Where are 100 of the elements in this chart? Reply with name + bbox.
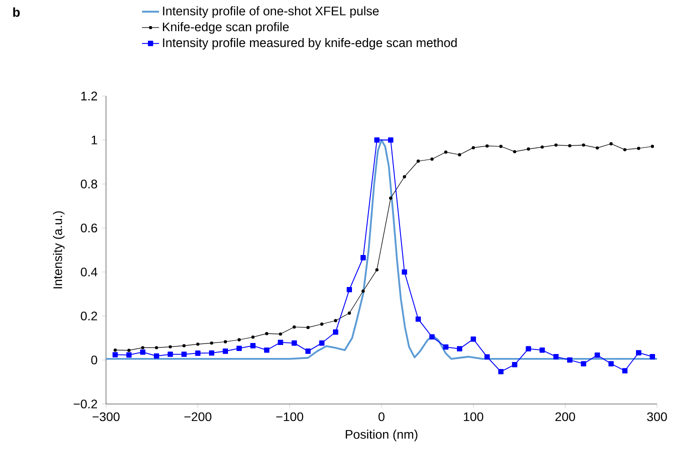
point [650, 354, 656, 360]
point [224, 340, 227, 344]
point [238, 338, 241, 342]
point [306, 326, 310, 330]
point [140, 349, 146, 355]
point [637, 146, 640, 150]
point [292, 325, 296, 329]
point [553, 354, 559, 360]
point [430, 158, 434, 161]
point [458, 153, 462, 156]
point [416, 316, 421, 322]
point [456, 346, 462, 352]
point [526, 346, 532, 352]
point [182, 344, 186, 348]
point [334, 319, 338, 322]
point [429, 334, 435, 340]
point [416, 160, 420, 163]
point [375, 268, 379, 272]
point [608, 361, 614, 366]
point [443, 344, 448, 350]
point [470, 336, 476, 342]
point [154, 346, 158, 350]
y-tick-label: 0 [91, 356, 98, 364]
point [484, 354, 490, 360]
point [181, 352, 187, 357]
point [402, 269, 408, 275]
point [112, 352, 118, 358]
point [265, 332, 268, 336]
point [210, 341, 214, 345]
point [623, 148, 626, 152]
point [609, 142, 613, 146]
x-tick-label: −100 [276, 412, 304, 422]
point [126, 352, 132, 358]
point [348, 312, 351, 315]
legend-label: Knife-edge scan profile [162, 22, 289, 34]
point [360, 255, 366, 260]
point [236, 346, 242, 351]
x-tick-label: 100 [464, 412, 484, 422]
text: b [13, 7, 20, 17]
legend-label: Intensity profile measured by knife-edge scan method [163, 38, 457, 50]
point [498, 369, 504, 374]
point [320, 322, 324, 326]
point [374, 137, 380, 143]
x-tick-label: −300 [92, 412, 120, 422]
point [208, 350, 214, 356]
point [472, 146, 475, 150]
x-tick-label: 0 [378, 412, 384, 422]
x-axis-title: Position (nm) [346, 430, 418, 442]
point [486, 144, 489, 148]
point [567, 357, 572, 363]
point [292, 340, 297, 346]
point [650, 144, 654, 148]
point [222, 348, 228, 354]
point [196, 342, 200, 346]
x-tick-label: 200 [555, 412, 576, 422]
point [346, 286, 352, 292]
point [250, 343, 256, 348]
y-tick-label: −0.2 [74, 400, 98, 408]
point [319, 340, 324, 346]
point [402, 175, 406, 178]
point [278, 332, 282, 336]
point [499, 144, 502, 148]
y-tick-label: 0.2 [80, 312, 98, 320]
point [127, 348, 131, 352]
point [582, 143, 586, 147]
x-tick-label: 300 [647, 412, 667, 422]
point [195, 350, 200, 356]
point [513, 150, 516, 154]
point [278, 340, 284, 346]
point [594, 352, 600, 358]
point [554, 143, 558, 147]
point [596, 146, 599, 150]
point [636, 350, 642, 356]
y-tick-label: 1.2 [81, 92, 98, 100]
point [362, 290, 365, 293]
x-tick-label: −200 [184, 412, 212, 422]
point [568, 144, 572, 148]
point [141, 346, 144, 350]
legend-label: Intensity profile of one-shot XFEL pulse [163, 6, 379, 18]
point [332, 329, 338, 335]
y-tick-label: 0.4 [80, 268, 98, 276]
point [388, 137, 394, 143]
point [540, 347, 545, 353]
point [622, 368, 628, 374]
point [264, 347, 270, 353]
point [154, 353, 160, 359]
point [512, 362, 518, 368]
point [305, 348, 311, 354]
y-tick-label: 0.8 [80, 180, 98, 188]
point [168, 352, 173, 357]
y-tick-label: 0.6 [80, 224, 98, 232]
point [580, 361, 586, 366]
y-axis-title: Intensity (a.u.) [52, 211, 65, 288]
point [540, 145, 544, 149]
point [114, 348, 117, 352]
y-tick-label: 1 [92, 136, 98, 144]
point [168, 345, 172, 348]
point [389, 196, 392, 200]
point [526, 147, 530, 151]
point [251, 336, 255, 339]
